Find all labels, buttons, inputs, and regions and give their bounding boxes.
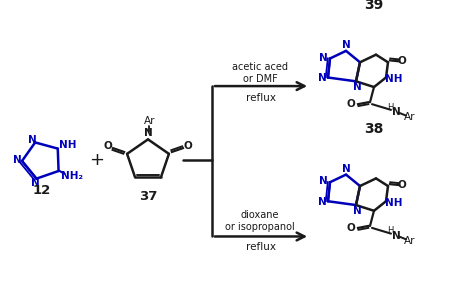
Text: Ar: Ar xyxy=(404,113,416,123)
Text: O: O xyxy=(183,141,192,151)
Text: 37: 37 xyxy=(139,190,157,203)
Text: acetic aced
or DMF: acetic aced or DMF xyxy=(232,62,288,84)
Text: 38: 38 xyxy=(365,122,383,136)
Text: O: O xyxy=(398,56,406,66)
Text: N: N xyxy=(392,107,401,117)
Text: dioxane
or isopropanol: dioxane or isopropanol xyxy=(225,210,295,232)
Text: Ar: Ar xyxy=(404,236,416,246)
Text: NH: NH xyxy=(385,198,403,208)
Text: N: N xyxy=(353,206,361,216)
Text: 39: 39 xyxy=(365,0,383,12)
Text: O: O xyxy=(398,180,406,190)
Text: H: H xyxy=(387,102,393,112)
Text: N: N xyxy=(342,40,350,50)
Text: N: N xyxy=(318,197,327,207)
Text: N: N xyxy=(318,74,327,84)
Text: NH: NH xyxy=(385,74,403,84)
Text: N: N xyxy=(28,135,36,145)
Text: N: N xyxy=(342,164,350,174)
Text: 12: 12 xyxy=(33,184,51,197)
Text: N: N xyxy=(353,82,361,92)
Text: N: N xyxy=(144,128,152,138)
Text: N: N xyxy=(392,231,401,241)
Text: reflux: reflux xyxy=(246,92,276,102)
Text: N: N xyxy=(319,176,328,186)
Text: reflux: reflux xyxy=(246,242,276,252)
Text: NH: NH xyxy=(59,140,76,150)
Text: O: O xyxy=(346,223,356,233)
Text: N: N xyxy=(319,52,328,63)
Text: Ar: Ar xyxy=(144,116,156,126)
Text: N: N xyxy=(31,178,40,188)
Text: +: + xyxy=(90,151,104,169)
Text: O: O xyxy=(104,141,112,151)
Text: H: H xyxy=(387,226,393,235)
Text: N: N xyxy=(13,155,21,165)
Text: NH₂: NH₂ xyxy=(61,171,82,181)
Text: O: O xyxy=(346,99,356,109)
